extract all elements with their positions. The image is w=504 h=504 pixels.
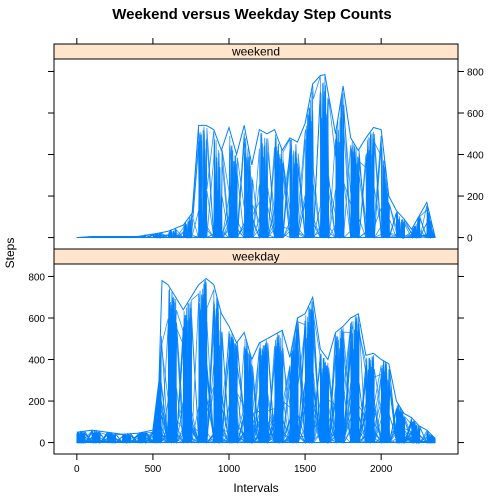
y-tick-label: 800	[28, 272, 45, 283]
series-line	[76, 298, 436, 444]
x-tick-label: 1500	[294, 464, 317, 475]
y-tick-label: 600	[467, 109, 484, 120]
y-tick-label: 800	[467, 67, 484, 78]
panel-weekend: weekend 0 200 400 600 800	[48, 43, 484, 250]
series-peak-line	[76, 277, 436, 439]
panel-frame-weekday	[53, 263, 459, 455]
x-axis-label: Intervals	[233, 481, 278, 495]
series-line	[76, 284, 436, 445]
y-tick-label: 600	[28, 314, 45, 325]
x-tick-label: 1000	[218, 464, 241, 475]
series-line	[76, 92, 436, 239]
x-tick-label: 2000	[370, 464, 393, 475]
strip-label-weekday: weekday	[231, 250, 279, 264]
x-tick-label: 500	[145, 464, 162, 475]
y-tick-label: 200	[28, 397, 45, 408]
panel-weekday: weekday 0 200 400 600 800	[28, 248, 464, 455]
series-line	[76, 85, 436, 239]
strip-label-weekend: weekend	[231, 45, 280, 59]
y-axis-label: Steps	[3, 238, 17, 269]
series-line	[76, 297, 436, 445]
x-tick-label: 0	[74, 464, 80, 475]
y-tick-label: 0	[467, 234, 473, 245]
series-weekend	[76, 74, 436, 240]
y-tick-label: 0	[39, 439, 45, 450]
y-tick-label: 400	[467, 151, 484, 162]
panels-group: weekend 0 200 400 600 800 weekday 0 200 400 600 800…	[28, 38, 484, 475]
series-line	[76, 284, 436, 444]
chart-title: Weekend versus Weekday Step Counts	[112, 6, 392, 23]
y-tick-label: 400	[28, 356, 45, 367]
series-peak-line	[76, 74, 436, 239]
y-tick-label: 200	[467, 192, 484, 203]
series-weekday	[76, 277, 436, 445]
